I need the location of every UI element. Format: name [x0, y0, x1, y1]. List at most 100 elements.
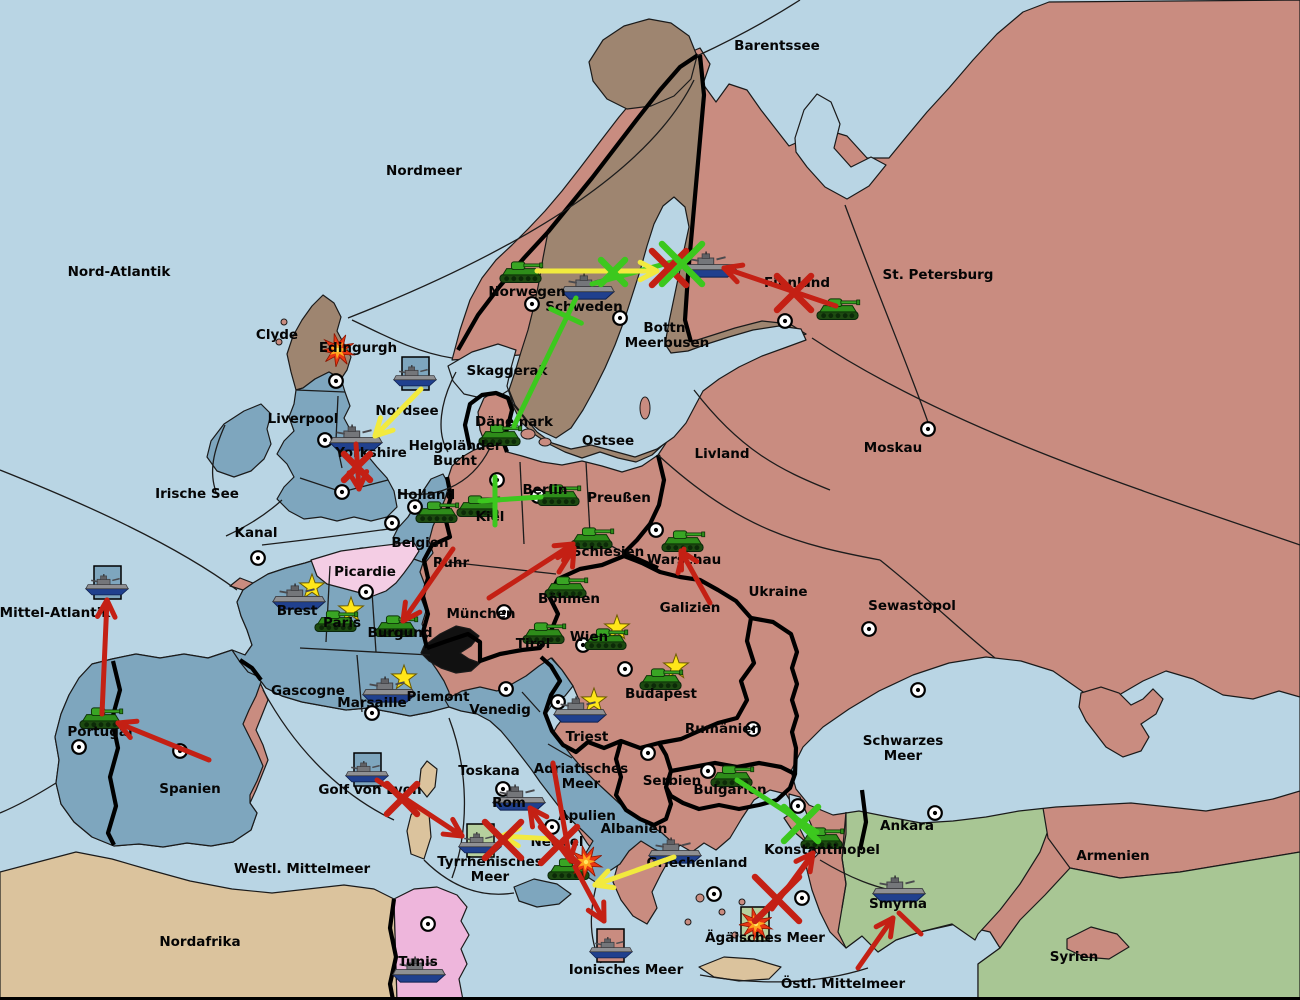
failed-order-x-green: [780, 803, 822, 845]
failed-order-x-red: [751, 873, 803, 925]
label-spanien: Spanien: [159, 781, 221, 797]
label-venedig: Venedig: [469, 702, 531, 718]
label-apulien: Apulien: [558, 808, 616, 824]
label-budapest: Budapest: [625, 686, 698, 702]
supply-center-dot: [612, 310, 628, 326]
order-arrow-red: [400, 546, 456, 624]
province-border: [0, 469, 238, 591]
province-border: [693, 389, 831, 491]
country-border: [238, 658, 263, 682]
label-barentssee: Barentssee: [734, 38, 820, 54]
explosion-icon: [320, 333, 356, 368]
province-border: [299, 647, 431, 656]
order-arrow-red: [675, 546, 687, 576]
province-border: [440, 371, 457, 453]
label-portugal: Portugal: [67, 724, 132, 740]
order-arrow-red: [721, 262, 839, 309]
country-border: [857, 789, 869, 851]
order-arrow-red: [555, 545, 577, 575]
failed-order-x-red: [340, 450, 374, 484]
label-piemont: Piemont: [406, 689, 470, 705]
province-border: [447, 561, 557, 575]
supply-center-dot: [496, 604, 512, 620]
supply-center-dot: [640, 745, 656, 761]
supply-center-dot: [498, 681, 514, 697]
province-border: [448, 717, 466, 879]
label-westl-mittelmeer: Westl. Mittelmeer: [234, 861, 371, 877]
order-arrow-yellow: [372, 386, 424, 439]
province-border: [696, 0, 801, 57]
supply-center-dot: [334, 484, 350, 500]
label-paris: Paris: [323, 615, 361, 631]
label-nordsee: Nordsee: [375, 403, 438, 419]
label-norwegen: Norwegen: [488, 284, 565, 300]
supply-center-dot: [617, 661, 633, 677]
label-preu-en: Preußen: [587, 490, 651, 506]
stars-layer: [298, 572, 690, 713]
supply-center-dot: [777, 313, 793, 329]
label-ankara: Ankara: [880, 818, 934, 834]
label-nordafrika: Nordafrika: [159, 934, 240, 950]
explosions-layer: [320, 333, 774, 942]
country-border: [539, 553, 757, 755]
label-syrien: Syrien: [1050, 949, 1099, 965]
supply-center-dot: [358, 584, 374, 600]
province-border: [397, 447, 491, 495]
province-border: [519, 461, 525, 545]
province-border: [423, 859, 515, 895]
province-border: [657, 454, 881, 561]
country-border: [750, 615, 800, 775]
label-holland: Holland: [397, 487, 455, 503]
province-border: [351, 319, 453, 359]
label-mittel-atlantik: Mittel-Atlantik: [0, 605, 111, 621]
label-smyrna: Smyrna: [869, 896, 927, 912]
label-stl-mittelmeer: Östl. Mittelmeer: [781, 974, 906, 992]
label-ostsee: Ostsee: [582, 433, 634, 449]
order-arrow-green: [511, 295, 579, 429]
province-border: [225, 499, 283, 537]
label-kanal: Kanal: [235, 525, 278, 541]
supply-center-dot: [927, 805, 943, 821]
order-arrow-yellow: [592, 854, 677, 891]
label-rum-nien: Rumänien: [685, 721, 761, 737]
order-arrow-red: [855, 915, 896, 971]
label-armenien: Armenien: [1076, 848, 1149, 864]
province-border: [0, 782, 57, 814]
label-tyrrhenisches-meer: Tyrrhenisches Meer: [437, 854, 543, 885]
supply-center-dot: [700, 763, 716, 779]
label-livland: Livland: [694, 446, 749, 462]
label-schweden: Schweden: [545, 299, 622, 315]
label-brest: Brest: [277, 603, 318, 619]
order-arrow-red: [94, 597, 118, 717]
failed-order-x-red: [383, 780, 421, 818]
label-st-petersburg: St. Petersburg: [883, 267, 994, 283]
province-border: [356, 654, 363, 713]
supply-center-dot: [861, 621, 877, 637]
supply-center-dot: [250, 550, 266, 566]
label-irische-see: Irische See: [155, 486, 239, 502]
label-serbien: Serbien: [643, 773, 702, 789]
supply-star: [580, 686, 608, 713]
province-border: [547, 743, 573, 759]
order-arrow-yellow: [534, 259, 660, 283]
label-edingurgh: Edingurgh: [319, 340, 397, 356]
province-border: [841, 811, 847, 909]
province-border: [371, 591, 377, 653]
province-border: [585, 461, 591, 535]
label-toskana: Toskana: [458, 763, 520, 779]
label-rom: Rom: [492, 795, 526, 811]
province-border: [521, 691, 541, 713]
supply-center-dot: [364, 705, 380, 721]
label-liverpool: Liverpool: [268, 411, 339, 427]
supply-center-dot: [550, 694, 566, 710]
province-border: [699, 967, 869, 983]
label-nordmeer: Nordmeer: [386, 163, 462, 179]
country-border: [546, 53, 700, 234]
crosses-layer: [340, 240, 822, 925]
province-border: [211, 424, 226, 493]
label-tunis: Tunis: [398, 954, 438, 970]
label-belgien: Belgien: [391, 535, 448, 551]
order-arrow-red: [115, 718, 212, 763]
label-ionisches-meer: Ionisches Meer: [569, 962, 684, 978]
